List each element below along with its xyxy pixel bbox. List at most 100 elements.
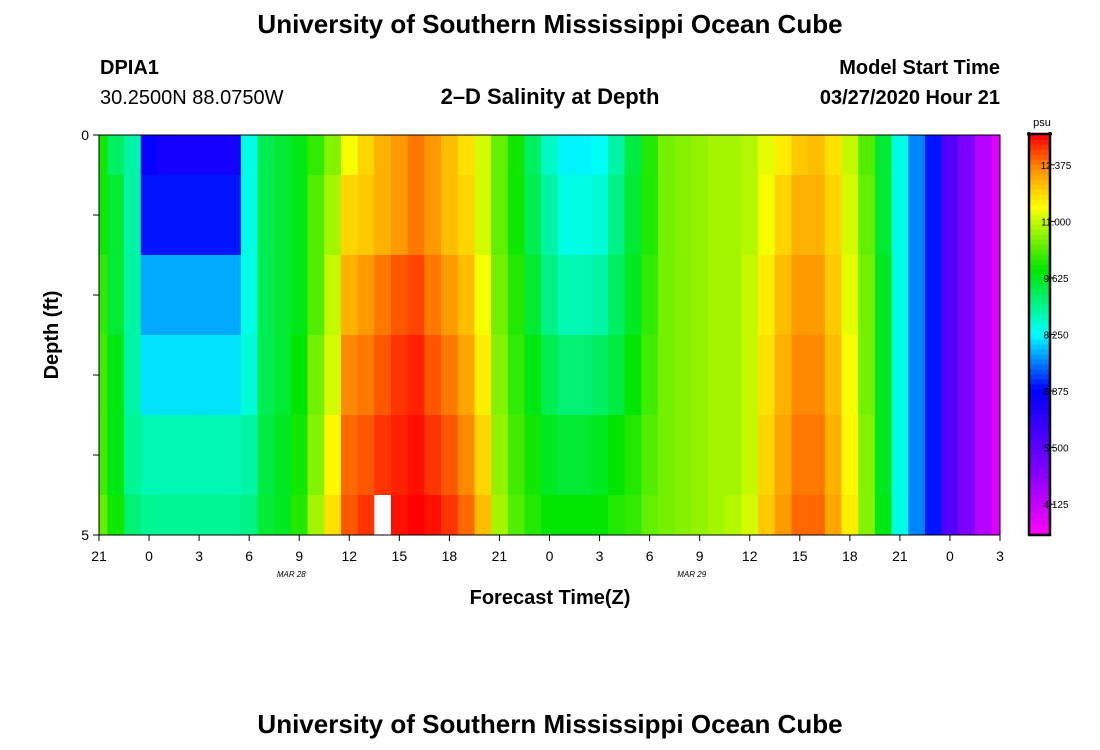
heatmap-cell [958, 175, 976, 256]
heatmap-cell [941, 415, 959, 496]
heatmap-cell [507, 335, 525, 416]
heatmap-cell [824, 255, 842, 336]
heatmap-cell [891, 335, 909, 416]
colorbar-step [1030, 229, 1049, 236]
colorbar-step [1030, 259, 1049, 266]
heatmap-cell [240, 415, 258, 496]
colorbar-tick-label: 11.000 [1041, 217, 1071, 228]
heatmap-cell [541, 415, 559, 496]
heatmap-cell [274, 495, 292, 536]
heatmap-cell [99, 135, 108, 176]
heatmap-cell [824, 495, 842, 536]
heatmap-cell [290, 335, 308, 416]
colorbar-step [1030, 464, 1049, 470]
heatmap-cell [424, 135, 442, 176]
heatmap-cell [691, 415, 709, 496]
heatmap-cell [958, 495, 976, 536]
heatmap-cell [641, 495, 659, 536]
heatmap-cell [140, 175, 158, 256]
x-tick-label: 6 [646, 548, 654, 564]
colorbar-step [1030, 404, 1049, 410]
colorbar-step [1030, 264, 1049, 271]
heatmap-cell [974, 415, 993, 496]
heatmap-cell [99, 495, 108, 536]
heatmap-cell [858, 415, 876, 496]
colorbar-step [1030, 149, 1049, 156]
x-tick-label: 6 [245, 548, 253, 564]
heatmap-cell [174, 415, 192, 496]
heatmap-cell [441, 415, 459, 496]
heatmap-cell [207, 255, 225, 336]
heatmap-cell [474, 415, 492, 496]
heatmap-cell [491, 495, 509, 536]
heatmap-cell [941, 135, 959, 176]
heatmap-cell [624, 335, 642, 416]
heatmap-cell [958, 415, 976, 496]
colorbar-step [1030, 489, 1049, 495]
colorbar-step [1030, 209, 1049, 216]
heatmap-cell [190, 255, 208, 336]
colorbar-step [1030, 449, 1049, 455]
colorbar-step [1030, 164, 1049, 171]
colorbar-step [1030, 244, 1049, 251]
heatmap-cell [657, 335, 676, 416]
heatmap-cell [791, 175, 809, 256]
heatmap-cell [724, 255, 742, 336]
x-tick-label: 21 [91, 548, 107, 564]
heatmap-cell [824, 135, 842, 176]
heatmap-cell [491, 335, 509, 416]
heatmap-cell [340, 135, 359, 176]
heatmap-cell [124, 175, 142, 256]
heatmap-cell [841, 415, 859, 496]
heatmap-cell [607, 335, 625, 416]
heatmap-cell [207, 135, 225, 176]
colorbar-step [1030, 359, 1049, 365]
heatmap-cell [808, 415, 826, 496]
x-tick-label: 18 [842, 548, 858, 564]
colorbar-step [1030, 519, 1049, 525]
heatmap-cell [390, 335, 409, 416]
colorbar-tick-label: 4.125 [1043, 500, 1068, 511]
heatmap-cell [808, 335, 826, 416]
colorbar-step [1030, 344, 1049, 350]
heatmap-cell [624, 415, 642, 496]
colorbar-step [1030, 204, 1049, 211]
heatmap-cell [891, 495, 909, 536]
colorbar-step [1030, 479, 1049, 485]
heatmap-cell [841, 495, 859, 536]
heatmap-cell [524, 255, 542, 336]
heatmap-cell [574, 255, 592, 336]
heatmap-cell [107, 135, 125, 176]
heatmap-cell [791, 335, 809, 416]
heatmap-cell [574, 495, 592, 536]
heatmap-cell [724, 495, 742, 536]
x-tick-label: 15 [392, 548, 408, 564]
x-tick-label: 15 [792, 548, 808, 564]
colorbar-tick-label: 12.375 [1041, 161, 1072, 172]
colorbar-tick-label: 8.250 [1043, 331, 1068, 342]
heatmap-cell [557, 335, 575, 416]
heatmap-cell [274, 415, 292, 496]
heatmap-cell [507, 135, 525, 176]
colorbar-tick-label: 5.500 [1043, 444, 1068, 455]
heatmap-cell [324, 415, 342, 496]
heatmap-cell [390, 495, 409, 536]
heatmap-cell [99, 335, 108, 416]
colorbar-step [1030, 444, 1049, 450]
heatmap-cell [541, 175, 559, 256]
heatmap-cell [791, 255, 809, 336]
heatmap-cell [891, 135, 909, 176]
heatmap-cell [724, 135, 742, 176]
x-tick-label: 0 [946, 548, 954, 564]
heatmap-cell [591, 175, 609, 256]
heatmap-cell [858, 255, 876, 336]
heatmap-cell [124, 255, 142, 336]
heatmap-cell [841, 255, 859, 336]
heatmap-cell [924, 175, 943, 256]
heatmap-cell [457, 135, 475, 176]
heatmap-cell [340, 255, 359, 336]
colorbar-step [1030, 499, 1049, 505]
heatmap-cell [240, 255, 258, 336]
x-tick-label: 12 [341, 548, 357, 564]
